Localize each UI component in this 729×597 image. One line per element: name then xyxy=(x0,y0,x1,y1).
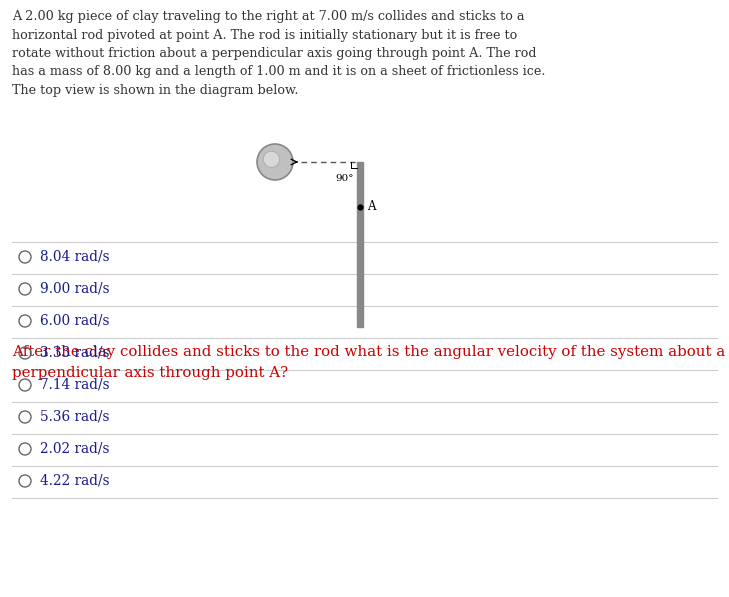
Text: 9.00 rad/s: 9.00 rad/s xyxy=(40,282,109,296)
Text: 2.02 rad/s: 2.02 rad/s xyxy=(40,442,109,456)
Circle shape xyxy=(257,144,293,180)
Text: 5.36 rad/s: 5.36 rad/s xyxy=(40,410,109,424)
Text: After the clay collides and sticks to the rod what is the angular velocity of th: After the clay collides and sticks to th… xyxy=(12,345,725,380)
Text: 4.22 rad/s: 4.22 rad/s xyxy=(40,474,109,488)
Text: A 2.00 kg piece of clay traveling to the right at 7.00 m/s collides and sticks t: A 2.00 kg piece of clay traveling to the… xyxy=(12,10,545,97)
Text: 8.04 rad/s: 8.04 rad/s xyxy=(40,250,109,264)
Text: A: A xyxy=(367,201,375,214)
Bar xyxy=(357,162,363,327)
Circle shape xyxy=(263,151,279,167)
Text: 7.14 rad/s: 7.14 rad/s xyxy=(40,378,109,392)
Text: 90°: 90° xyxy=(335,174,354,183)
Text: 6.00 rad/s: 6.00 rad/s xyxy=(40,314,109,328)
Text: 3.33 rad/s: 3.33 rad/s xyxy=(40,346,109,360)
